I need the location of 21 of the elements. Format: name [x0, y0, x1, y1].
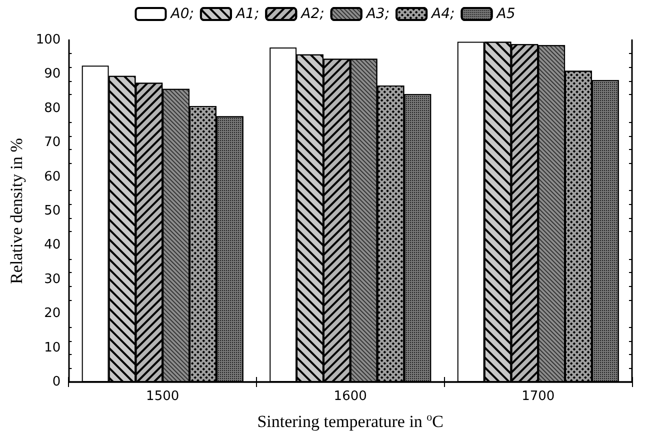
y-tick-label: 10 [44, 340, 61, 356]
y-tick-label: 50 [44, 204, 61, 218]
y-axis-title: Relative density in % [7, 138, 26, 284]
x-tick-label: 1600 [334, 389, 367, 404]
x-tick-label: 1500 [146, 389, 180, 404]
legend-label: A2; [300, 6, 324, 22]
legend-label: A4; [430, 6, 455, 22]
y-tick-label: 70 [44, 135, 61, 150]
y-tick-label: 30 [44, 272, 61, 287]
y-tick-label: 100 [36, 32, 61, 48]
y-tick-label: 40 [44, 238, 61, 253]
y-tick-label: 20 [44, 306, 61, 322]
legend-label: A0; [170, 6, 194, 22]
legend-label: A3; [365, 6, 390, 22]
legend-label: A1; [234, 6, 260, 22]
y-tick-label: 60 [44, 169, 61, 184]
y-tick-label: 90 [44, 66, 61, 82]
y-tick-label: 0 [52, 374, 61, 390]
x-tick-label: 1700 [522, 389, 555, 404]
y-tick-label: 80 [44, 100, 61, 116]
legend-label: A5 [496, 6, 516, 22]
